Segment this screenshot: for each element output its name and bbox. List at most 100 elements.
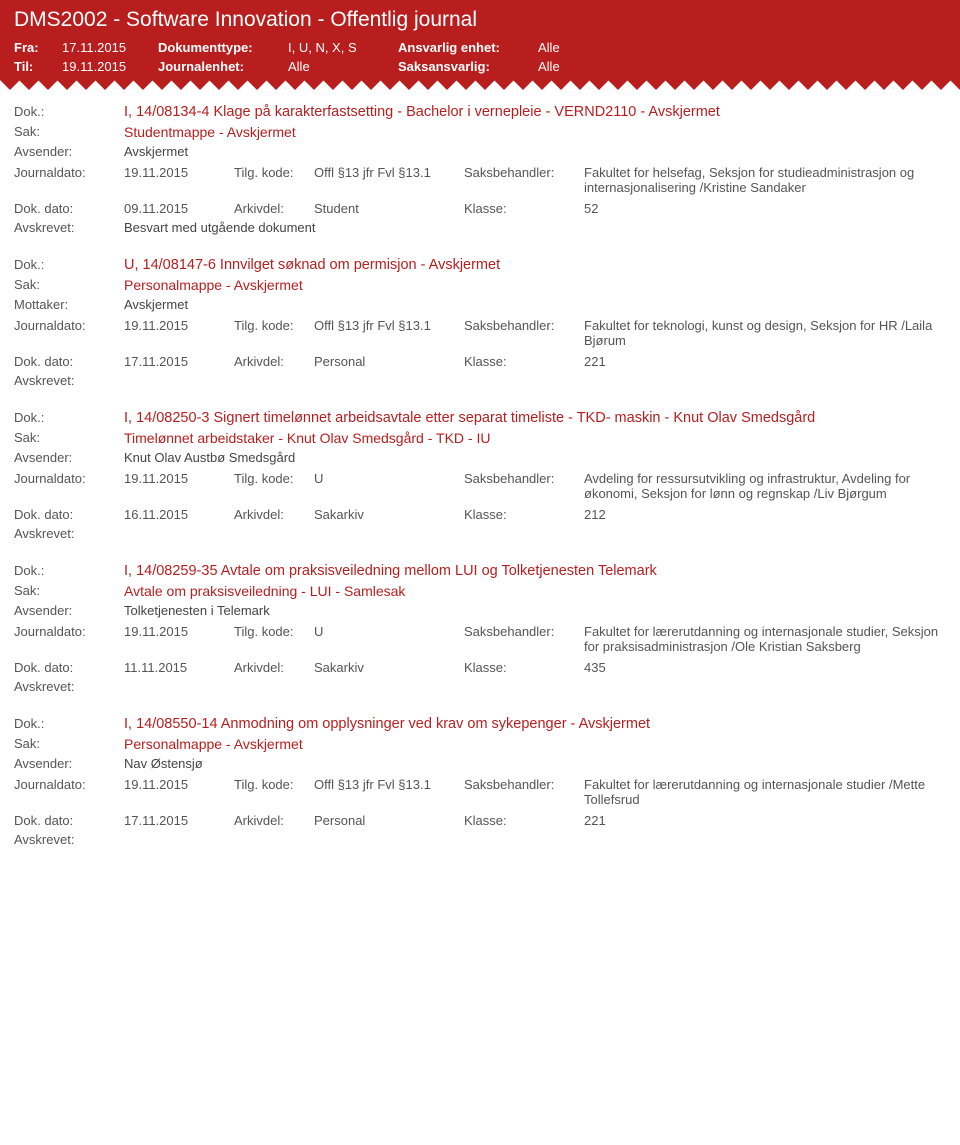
journal-entry: Dok.: U, 14/08147-6 Innvilget søknad om … <box>0 243 960 396</box>
klasse-label: Klasse: <box>464 354 584 369</box>
journaldato-label: Journaldato: <box>14 471 124 501</box>
klasse-value: 52 <box>584 201 598 216</box>
avskrevet-label: Avskrevet: <box>14 373 124 388</box>
sak-label: Sak: <box>14 277 124 293</box>
ansvarlig-label: Ansvarlig enhet: <box>398 40 538 55</box>
avskrevet-line: Avskrevet: <box>14 832 946 847</box>
party-label: Avsender: <box>14 450 124 465</box>
journal-entry: Dok.: I, 14/08134-4 Klage på karakterfas… <box>0 90 960 243</box>
arkivdel-label: Arkivdel: <box>234 660 314 675</box>
dok-label: Dok.: <box>14 716 124 732</box>
party-line: Avsender: Nav Østensjø <box>14 756 946 771</box>
dok-label: Dok.: <box>14 104 124 120</box>
sak-value: Avtale om praksisveiledning - LUI - Saml… <box>124 583 405 599</box>
party-line: Mottaker: Avskjermet <box>14 297 946 312</box>
klasse-label: Klasse: <box>464 507 584 522</box>
dok-line: Dok.: I, 14/08134-4 Klage på karakterfas… <box>14 104 946 120</box>
dokdato-label: Dok. dato: <box>14 354 124 369</box>
saksbehandler-label: Saksbehandler: <box>464 777 584 807</box>
header-row-1: Fra: 17.11.2015 Dokumenttype: I, U, N, X… <box>14 38 946 57</box>
sak-label: Sak: <box>14 124 124 140</box>
avskrevet-value: Besvart med utgående dokument <box>124 220 316 235</box>
tilgkode-label: Tilg. kode: <box>234 471 314 501</box>
party-value: Knut Olav Austbø Smedsgård <box>124 450 295 465</box>
doktype-label: Dokumenttype: <box>158 40 288 55</box>
avskrevet-line: Avskrevet: Besvart med utgående dokument <box>14 220 946 235</box>
saksbehandler-value: Fakultet for teknologi, kunst og design,… <box>584 318 946 348</box>
fra-value: 17.11.2015 <box>62 40 158 55</box>
header-row-2: Til: 19.11.2015 Journalenhet: Alle Saksa… <box>14 57 946 76</box>
dok-value: I, 14/08550-14 Anmodning om opplysninger… <box>124 716 650 732</box>
doktype-value: I, U, N, X, S <box>288 40 398 55</box>
journaldato-value: 19.11.2015 <box>124 777 234 807</box>
meta-row-1: Journaldato: 19.11.2015 Tilg. kode: Offl… <box>14 165 946 195</box>
meta-row-2: Dok. dato: 17.11.2015 Arkivdel: Personal… <box>14 813 946 828</box>
sak-label: Sak: <box>14 583 124 599</box>
arkivdel-value: Personal <box>314 354 464 369</box>
meta-row-2: Dok. dato: 09.11.2015 Arkivdel: Student … <box>14 201 946 216</box>
klasse-value: 221 <box>584 354 606 369</box>
saksbehandler-value: Fakultet for lærerutdanning og internasj… <box>584 777 946 807</box>
meta-row-1: Journaldato: 19.11.2015 Tilg. kode: Offl… <box>14 777 946 807</box>
journaldato-label: Journaldato: <box>14 624 124 654</box>
party-line: Avsender: Avskjermet <box>14 144 946 159</box>
avskrevet-line: Avskrevet: <box>14 526 946 541</box>
arkivdel-value: Sakarkiv <box>314 660 464 675</box>
dok-value: I, 14/08250-3 Signert timelønnet arbeids… <box>124 410 815 426</box>
sak-line: Sak: Timelønnet arbeidstaker - Knut Olav… <box>14 430 946 446</box>
party-label: Avsender: <box>14 144 124 159</box>
klasse-value: 435 <box>584 660 606 675</box>
dokdato-value: 09.11.2015 <box>124 201 234 216</box>
journaldato-label: Journaldato: <box>14 318 124 348</box>
sak-label: Sak: <box>14 430 124 446</box>
dok-line: Dok.: U, 14/08147-6 Innvilget søknad om … <box>14 257 946 273</box>
dokdato-label: Dok. dato: <box>14 660 124 675</box>
entries-container: Dok.: I, 14/08134-4 Klage på karakterfas… <box>0 90 960 855</box>
dok-value: U, 14/08147-6 Innvilget søknad om permis… <box>124 257 500 273</box>
page-title: DMS2002 - Software Innovation - Offentli… <box>14 8 946 32</box>
dok-label: Dok.: <box>14 257 124 273</box>
avskrevet-label: Avskrevet: <box>14 679 124 694</box>
dokdato-label: Dok. dato: <box>14 507 124 522</box>
tilgkode-label: Tilg. kode: <box>234 777 314 807</box>
journalenhet-label: Journalenhet: <box>158 59 288 74</box>
arkivdel-label: Arkivdel: <box>234 813 314 828</box>
sak-label: Sak: <box>14 736 124 752</box>
journaldato-value: 19.11.2015 <box>124 165 234 195</box>
dok-line: Dok.: I, 14/08259-35 Avtale om praksisve… <box>14 563 946 579</box>
sak-value: Studentmappe - Avskjermet <box>124 124 296 140</box>
page-header: DMS2002 - Software Innovation - Offentli… <box>0 0 960 80</box>
party-line: Avsender: Tolketjenesten i Telemark <box>14 603 946 618</box>
sak-value: Personalmappe - Avskjermet <box>124 736 303 752</box>
journaldato-value: 19.11.2015 <box>124 471 234 501</box>
tilgkode-value: Offl §13 jfr Fvl §13.1 <box>314 777 464 807</box>
dokdato-value: 16.11.2015 <box>124 507 234 522</box>
saksbehandler-label: Saksbehandler: <box>464 471 584 501</box>
journaldato-label: Journaldato: <box>14 777 124 807</box>
tilgkode-value: U <box>314 471 464 501</box>
avskrevet-line: Avskrevet: <box>14 679 946 694</box>
saksbehandler-label: Saksbehandler: <box>464 165 584 195</box>
party-line: Avsender: Knut Olav Austbø Smedsgård <box>14 450 946 465</box>
journalenhet-value: Alle <box>288 59 398 74</box>
meta-row-2: Dok. dato: 11.11.2015 Arkivdel: Sakarkiv… <box>14 660 946 675</box>
sak-line: Sak: Studentmappe - Avskjermet <box>14 124 946 140</box>
dokdato-value: 11.11.2015 <box>124 660 234 675</box>
dok-line: Dok.: I, 14/08250-3 Signert timelønnet a… <box>14 410 946 426</box>
sak-value: Timelønnet arbeidstaker - Knut Olav Smed… <box>124 430 490 446</box>
party-value: Avskjermet <box>124 297 188 312</box>
avskrevet-label: Avskrevet: <box>14 220 124 235</box>
journal-entry: Dok.: I, 14/08250-3 Signert timelønnet a… <box>0 396 960 549</box>
journaldato-label: Journaldato: <box>14 165 124 195</box>
klasse-value: 212 <box>584 507 606 522</box>
meta-row-1: Journaldato: 19.11.2015 Tilg. kode: U Sa… <box>14 471 946 501</box>
saksbehandler-value: Avdeling for ressursutvikling og infrast… <box>584 471 946 501</box>
journaldato-value: 19.11.2015 <box>124 624 234 654</box>
header-triangle-border <box>0 80 960 90</box>
fra-label: Fra: <box>14 40 62 55</box>
arkivdel-value: Sakarkiv <box>314 507 464 522</box>
meta-row-2: Dok. dato: 17.11.2015 Arkivdel: Personal… <box>14 354 946 369</box>
saksbehandler-value: Fakultet for helsefag, Seksjon for studi… <box>584 165 946 195</box>
journaldato-value: 19.11.2015 <box>124 318 234 348</box>
saksbehandler-label: Saksbehandler: <box>464 318 584 348</box>
